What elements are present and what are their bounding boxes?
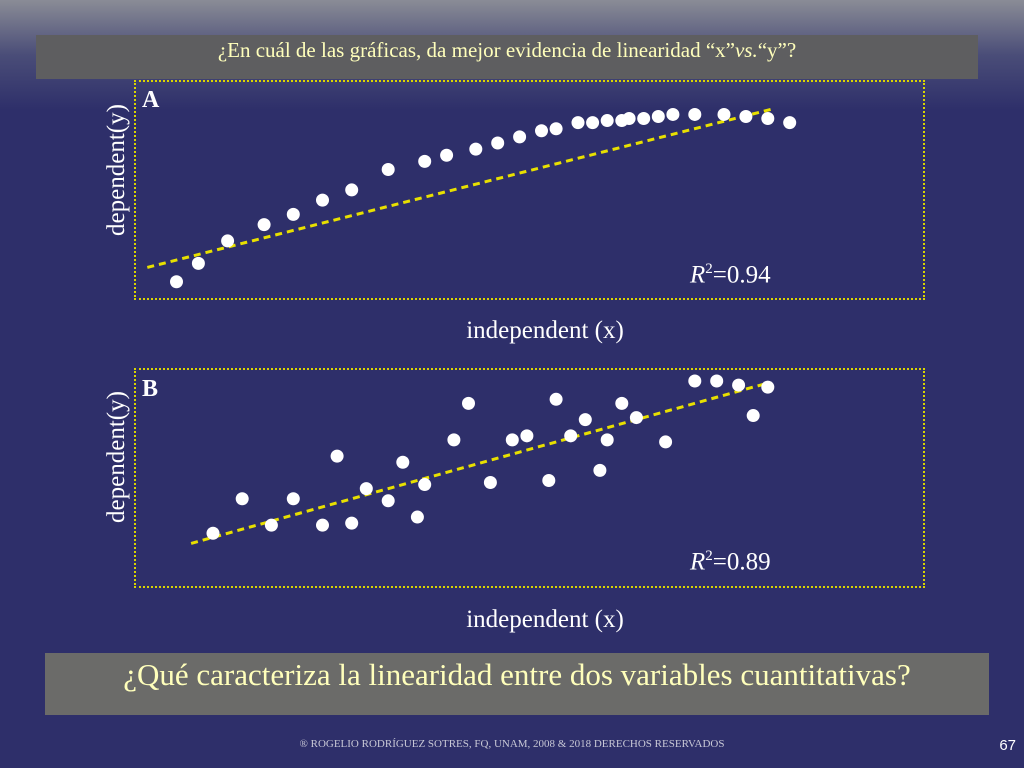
data-point-b-1 xyxy=(206,526,220,540)
data-point-b-14 xyxy=(462,396,475,410)
data-point-a-25 xyxy=(717,107,731,121)
xlabel-b: independent (x) xyxy=(466,606,624,633)
trendline-a xyxy=(146,106,776,269)
plot-frame-b xyxy=(134,368,925,588)
data-point-b-12 xyxy=(418,478,432,492)
data-point-a-21 xyxy=(637,112,651,126)
trendline-b xyxy=(190,381,769,545)
data-point-a-2 xyxy=(191,256,205,270)
data-point-a-24 xyxy=(688,107,702,121)
r2-label-a: R2=0.94 xyxy=(690,261,771,289)
data-point-a-12 xyxy=(491,136,505,150)
data-point-b-20 xyxy=(564,429,578,443)
data-point-a-15 xyxy=(549,122,563,136)
data-point-b-5 xyxy=(316,518,329,532)
question-banner-top: ¿En cuál de las gráficas, da mejor evide… xyxy=(36,35,978,79)
question-top-part2: “y”? xyxy=(757,37,797,62)
data-point-a-6 xyxy=(316,193,329,207)
data-point-a-8 xyxy=(381,163,395,177)
data-point-b-16 xyxy=(505,433,519,447)
question-top-part1: ¿En cuál de las gráficas, da mejor evide… xyxy=(217,37,735,62)
data-point-b-2 xyxy=(235,492,249,506)
r2-value-a: =0.94 xyxy=(712,261,771,289)
question-bottom-text: ¿Qué caracteriza la linearidad entre dos… xyxy=(123,657,911,692)
data-point-a-28 xyxy=(783,116,797,130)
data-point-b-30 xyxy=(746,409,760,423)
data-point-b-19 xyxy=(549,392,563,406)
data-point-b-6 xyxy=(330,449,344,463)
question-banner-bottom: ¿Qué caracteriza la linearidad entre dos… xyxy=(45,653,989,715)
data-point-b-4 xyxy=(286,492,300,506)
data-point-b-10 xyxy=(396,455,410,469)
data-point-a-4 xyxy=(257,218,271,232)
data-point-a-22 xyxy=(651,109,665,123)
data-point-a-17 xyxy=(586,116,600,130)
data-point-a-11 xyxy=(469,142,483,156)
data-point-b-3 xyxy=(264,518,278,532)
data-point-b-13 xyxy=(447,433,461,447)
data-point-a-26 xyxy=(739,109,753,123)
r2-label-b: R2=0.89 xyxy=(690,548,771,576)
plot-frame-a xyxy=(134,80,925,300)
data-point-a-3 xyxy=(221,234,235,248)
data-point-a-13 xyxy=(513,130,527,144)
data-point-b-8 xyxy=(359,482,373,496)
data-point-b-17 xyxy=(520,429,534,443)
copyright-footer: ® ROGELIO RODRÍGUEZ SOTRES, FQ, UNAM, 20… xyxy=(299,738,725,750)
panel-label-a: A xyxy=(142,87,160,113)
data-point-b-15 xyxy=(483,476,497,490)
panel-label-b: B xyxy=(142,376,159,402)
data-point-b-21 xyxy=(578,413,592,427)
data-point-a-27 xyxy=(761,112,775,126)
data-point-b-11 xyxy=(410,510,424,524)
data-point-b-27 xyxy=(688,374,702,388)
data-point-a-16 xyxy=(571,116,585,130)
data-point-a-5 xyxy=(286,207,300,221)
data-point-a-20 xyxy=(622,112,636,126)
data-point-b-7 xyxy=(345,516,359,530)
data-point-a-1 xyxy=(170,275,183,289)
data-point-a-9 xyxy=(418,154,432,168)
r2-exponent-a: 2 xyxy=(705,261,713,277)
r2-exponent-b: 2 xyxy=(705,548,713,564)
page-number: 67 xyxy=(999,737,1016,754)
data-point-a-23 xyxy=(666,107,680,121)
data-point-b-24 xyxy=(615,396,629,410)
xlabel-a: independent (x) xyxy=(466,317,624,344)
r2-symbol-a: R xyxy=(690,261,706,289)
r2-value-b: =0.89 xyxy=(712,548,771,576)
data-point-b-28 xyxy=(710,374,724,388)
data-point-b-31 xyxy=(761,380,775,394)
data-point-b-9 xyxy=(381,494,395,508)
data-point-b-29 xyxy=(732,378,746,392)
data-point-b-25 xyxy=(629,411,643,425)
r2-symbol-b: R xyxy=(690,548,706,576)
data-point-b-22 xyxy=(593,463,607,477)
data-point-a-18 xyxy=(600,114,614,128)
data-point-a-10 xyxy=(440,148,454,162)
data-point-b-18 xyxy=(542,474,556,487)
data-point-b-23 xyxy=(600,433,614,447)
question-top-vs: vs. xyxy=(734,37,758,62)
data-point-b-26 xyxy=(659,435,673,449)
data-point-a-7 xyxy=(345,183,359,197)
data-point-a-14 xyxy=(535,124,548,138)
